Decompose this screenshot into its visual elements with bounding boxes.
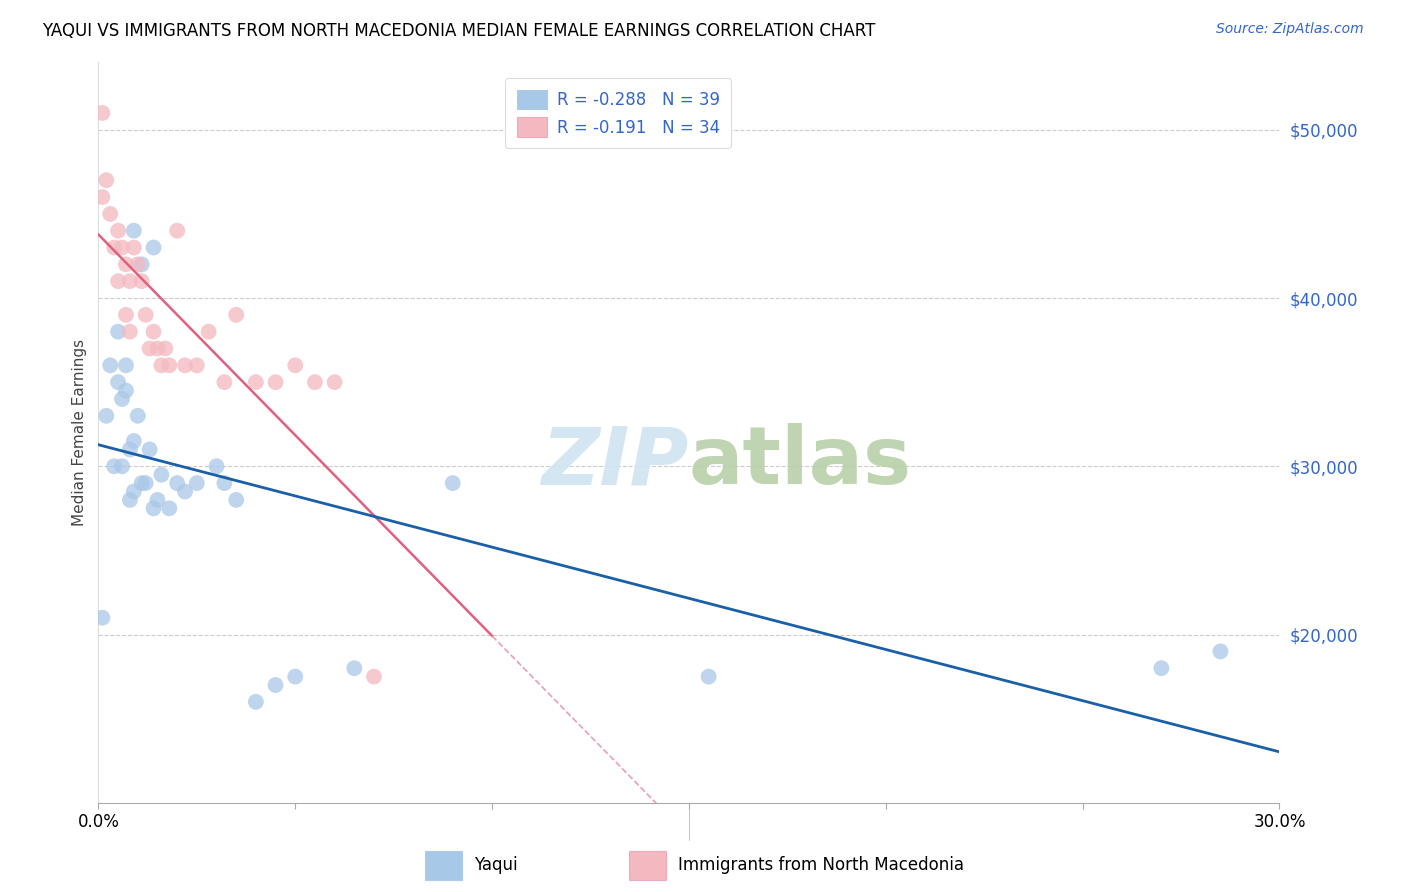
Point (115, 359, 138, 373)
Point (135, 476, 157, 491)
Point (197, 325, 219, 339)
Text: Immigrants from North Macedonia: Immigrants from North Macedonia (678, 856, 965, 874)
Point (138, 342, 160, 356)
Text: Yaqui: Yaqui (474, 856, 517, 874)
Point (98, 207, 121, 221)
Point (214, 476, 236, 491)
Point (205, 459, 228, 474)
Point (264, 375, 287, 389)
Text: Source: ZipAtlas.com: Source: ZipAtlas.com (1216, 22, 1364, 37)
Point (107, 224, 129, 238)
Point (166, 476, 188, 491)
Point (127, 257, 149, 271)
Text: ZIP: ZIP (541, 423, 689, 501)
Point (174, 484, 197, 499)
Point (118, 442, 141, 457)
Point (91, 190, 114, 204)
Point (138, 442, 160, 457)
Point (157, 501, 180, 516)
Point (441, 476, 464, 491)
Point (155, 342, 177, 356)
Point (150, 467, 173, 482)
Y-axis label: Median Female Earnings: Median Female Earnings (72, 339, 87, 526)
Bar (628, 851, 666, 880)
Point (115, 257, 138, 271)
Point (214, 375, 236, 389)
Point (284, 359, 307, 373)
Point (186, 476, 208, 491)
Point (1150, 661, 1173, 675)
Point (245, 375, 267, 389)
Point (186, 359, 208, 373)
Point (96, 409, 118, 423)
Point (131, 257, 153, 271)
Point (146, 492, 169, 507)
Point (96, 173, 118, 187)
Point (122, 224, 145, 238)
Point (166, 224, 188, 238)
Point (225, 492, 247, 507)
Point (142, 325, 165, 339)
Point (107, 325, 129, 339)
Point (122, 240, 145, 255)
Point (146, 342, 169, 356)
Point (284, 670, 307, 684)
Text: YAQUI VS IMMIGRANTS FROM NORTH MACEDONIA MEDIAN FEMALE EARNINGS CORRELATION CHAR: YAQUI VS IMMIGRANTS FROM NORTH MACEDONIA… (42, 22, 876, 40)
Point (264, 678, 287, 692)
Point (142, 240, 165, 255)
Point (122, 484, 145, 499)
Point (131, 476, 153, 491)
Point (131, 274, 153, 288)
Point (363, 670, 385, 684)
Point (118, 325, 141, 339)
Point (118, 274, 141, 288)
Point (1209, 644, 1232, 658)
Point (122, 434, 145, 448)
Point (115, 308, 138, 322)
Point (304, 375, 326, 389)
Point (115, 384, 138, 398)
Point (225, 308, 247, 322)
Bar (425, 851, 461, 880)
Point (107, 375, 129, 389)
Point (150, 359, 173, 373)
Point (135, 308, 157, 322)
Point (323, 375, 346, 389)
Point (103, 459, 125, 474)
Point (107, 274, 129, 288)
Point (91, 610, 114, 624)
Point (697, 670, 720, 684)
Point (111, 392, 134, 406)
Point (98, 359, 121, 373)
Point (142, 501, 165, 516)
Point (343, 661, 366, 675)
Point (127, 409, 149, 423)
Point (91, 106, 114, 120)
Point (118, 492, 141, 507)
Point (157, 359, 180, 373)
Point (111, 459, 134, 474)
Text: atlas: atlas (689, 423, 912, 501)
Point (111, 240, 134, 255)
Point (245, 695, 267, 709)
Point (103, 240, 125, 255)
Point (174, 359, 197, 373)
Legend: R = -0.288   N = 39, R = -0.191   N = 34: R = -0.288 N = 39, R = -0.191 N = 34 (505, 78, 731, 148)
